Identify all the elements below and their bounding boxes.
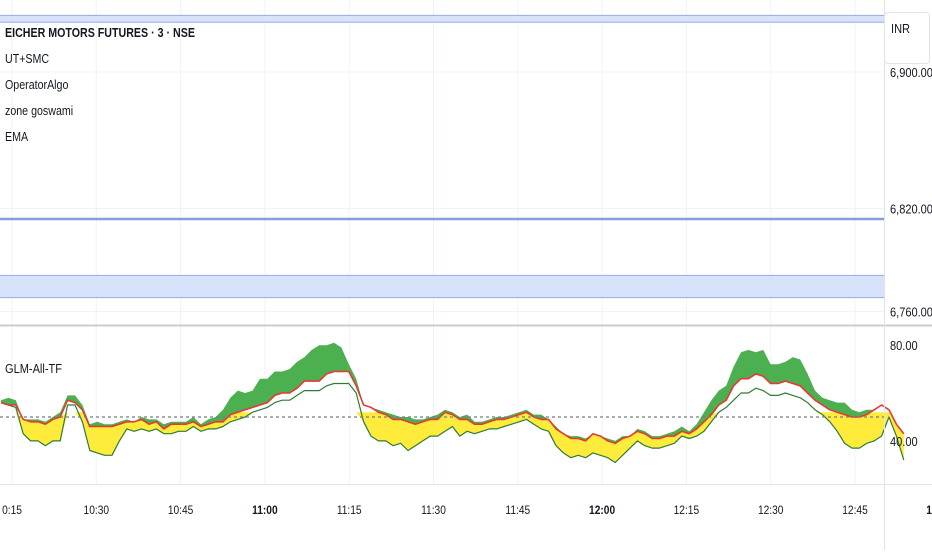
oscillator-yellow-fill (1, 412, 904, 463)
x-tick-label: 11:30 (421, 504, 446, 517)
oscillator-title: GLM-All-TF (5, 361, 62, 376)
x-tick-label: 12:00 (589, 504, 615, 517)
indicator-zone-goswami[interactable]: zone goswami (5, 103, 74, 118)
price-tick-label: 6,820.00 (890, 202, 932, 217)
oscillator-lower-line (0, 382, 905, 464)
price-zones (0, 14, 884, 299)
oscillator-plot: GLM-All-TF (0, 342, 905, 464)
indicator-operator-algo[interactable]: OperatorAlgo (5, 77, 69, 92)
currency-label: INR (891, 21, 911, 36)
currency-button[interactable]: INR (884, 12, 930, 64)
x-tick-label: 12:45 (842, 504, 868, 517)
x-tick-label: 11:00 (252, 504, 278, 517)
oscillator-tick-label: 40.00 (890, 434, 918, 449)
price-zone-band (0, 15, 884, 23)
price-tick-label: 6,760.00 (890, 304, 932, 319)
x-tick-label: 12:30 (758, 504, 784, 517)
x-tick-label: 12:15 (674, 504, 700, 517)
indicator-ut-smc[interactable]: UT+SMC (5, 51, 50, 66)
x-tick-label: 11:15 (337, 504, 362, 517)
x-tick-label: 11:45 (505, 504, 530, 517)
grid-layer (0, 0, 884, 484)
indicator-ema[interactable]: EMA (5, 129, 29, 144)
legend-column: EICHER MOTORS FUTURES · 3 · NSE UT+SMC O… (5, 20, 195, 150)
price-zone-band (0, 275, 884, 298)
x-tick-label: 10:30 (84, 504, 110, 517)
symbol-title[interactable]: EICHER MOTORS FUTURES · 3 · NSE (5, 25, 195, 40)
x-tick-label: 10:45 (168, 504, 194, 517)
price-tick-label: 6,900.00 (890, 65, 932, 80)
x-tick-label: 0:15 (2, 504, 22, 517)
oscillator-tick-label: 80.00 (890, 338, 918, 353)
oscillator-main-line (0, 370, 905, 445)
x-tick-label: 13:00 (926, 504, 932, 517)
